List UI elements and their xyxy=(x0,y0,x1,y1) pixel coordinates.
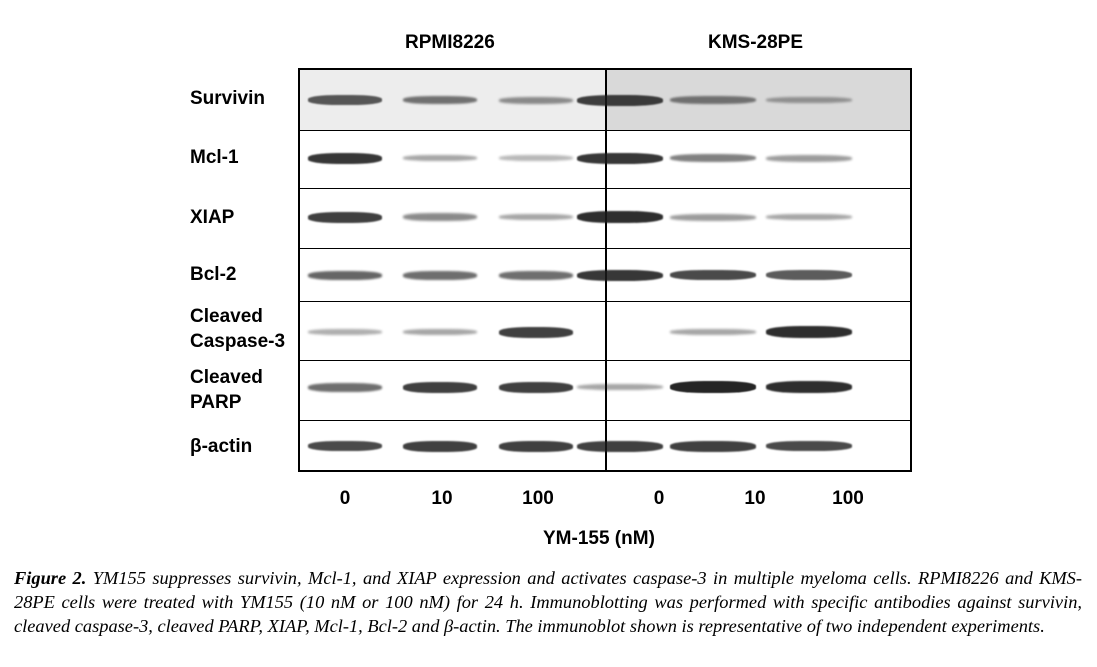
protein-band xyxy=(308,152,382,164)
protein-band xyxy=(670,440,756,452)
caption-text: YM155 suppresses survivin, Mcl-1, and XI… xyxy=(14,568,1083,636)
protein-band xyxy=(577,269,663,281)
protein-band xyxy=(670,381,756,393)
protein-band xyxy=(499,214,573,220)
protein-band xyxy=(670,96,756,104)
row-label-survivin: Survivin xyxy=(190,88,265,109)
protein-band xyxy=(499,381,573,393)
cell-line-title-kms28pe: KMS-28PE xyxy=(708,32,804,53)
protein-band xyxy=(403,440,477,452)
protein-band xyxy=(499,155,573,161)
protein-band xyxy=(766,97,852,103)
dose-label: 100 xyxy=(522,488,554,509)
dose-label: 10 xyxy=(431,488,453,509)
protein-band xyxy=(766,270,852,280)
x-axis-title: YM-155 (nM) xyxy=(543,528,655,549)
row-label-cleaved-caspase3: Cleaved Caspase-3 xyxy=(190,306,286,352)
protein-band xyxy=(403,270,477,280)
cell-line-title-rpmi8226: RPMI8226 xyxy=(405,32,495,53)
dose-label: 10 xyxy=(744,488,766,509)
protein-band xyxy=(577,440,663,452)
protein-band xyxy=(670,213,756,221)
protein-band xyxy=(670,270,756,280)
row-label-xiap: XIAP xyxy=(190,207,235,228)
figure-caption: Figure 2. YM155 suppresses survivin, Mcl… xyxy=(14,566,1082,638)
row-label-bcl2: Bcl-2 xyxy=(190,264,237,285)
row-label-beta-actin: β-actin xyxy=(190,436,253,457)
protein-band xyxy=(403,213,477,221)
protein-band xyxy=(308,95,382,105)
caption-label: Figure 2. xyxy=(14,568,87,588)
protein-band xyxy=(499,326,573,338)
protein-band xyxy=(577,384,663,390)
immunoblot-panel xyxy=(298,68,912,472)
protein-band xyxy=(403,96,477,104)
protein-band xyxy=(499,440,573,452)
row-label-cleaved-parp: Cleaved PARP xyxy=(190,367,263,413)
protein-band xyxy=(577,211,663,223)
protein-band xyxy=(670,329,756,335)
protein-band xyxy=(308,270,382,280)
protein-band xyxy=(308,441,382,451)
row-label-mcl1: Mcl-1 xyxy=(190,147,239,168)
protein-band xyxy=(670,154,756,162)
protein-band xyxy=(766,441,852,451)
protein-band xyxy=(403,155,477,161)
protein-band xyxy=(577,152,663,164)
protein-band xyxy=(308,329,382,335)
dose-label: 0 xyxy=(653,488,665,509)
protein-band xyxy=(499,270,573,280)
dose-label: 0 xyxy=(339,488,351,509)
protein-band xyxy=(403,329,477,335)
protein-band xyxy=(766,214,852,220)
dose-label: 100 xyxy=(832,488,864,509)
protein-band xyxy=(308,382,382,392)
protein-band xyxy=(766,381,852,393)
protein-band xyxy=(403,381,477,393)
protein-band xyxy=(308,211,382,223)
protein-band xyxy=(499,96,573,104)
protein-band xyxy=(766,154,852,162)
protein-band xyxy=(577,94,663,106)
protein-band xyxy=(766,326,852,338)
